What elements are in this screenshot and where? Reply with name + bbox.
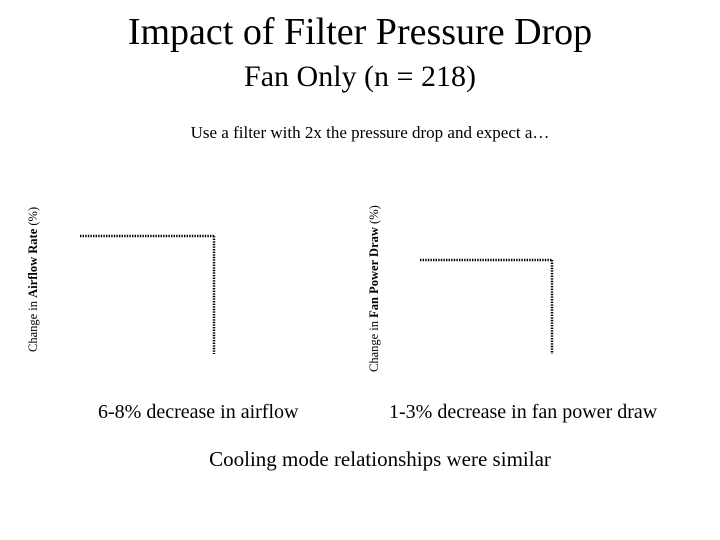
slide-subtitle: Fan Only (n = 218) xyxy=(244,60,476,93)
chart-airflow xyxy=(80,234,216,354)
airflow-ylabel-suffix: (%) xyxy=(26,206,40,229)
fan-power-ylabel-prefix: Change in xyxy=(367,317,381,372)
slide-title: Impact of Filter Pressure Drop xyxy=(127,11,593,53)
fan-power-caption: 1-3% decrease in fan power draw xyxy=(389,401,658,423)
chart-fan-power xyxy=(420,258,554,354)
airflow-ylabel-prefix: Change in xyxy=(26,297,40,352)
fan-power-ylabel-bold: Fan Power Draw xyxy=(367,227,381,318)
lead-text: Use a filter with 2x the pressure drop a… xyxy=(190,123,550,142)
fan-power-ylabel-suffix: (%) xyxy=(367,205,381,228)
fan-power-y-axis-label: Change in Fan Power Draw (%) xyxy=(367,205,381,372)
airflow-caption: 6-8% decrease in airflow xyxy=(98,401,299,423)
airflow-y-axis-label: Change in Airflow Rate (%) xyxy=(26,207,40,352)
footer-note: Cooling mode relationships were similar xyxy=(209,447,551,471)
airflow-ylabel-bold: Airflow Rate xyxy=(26,228,40,298)
